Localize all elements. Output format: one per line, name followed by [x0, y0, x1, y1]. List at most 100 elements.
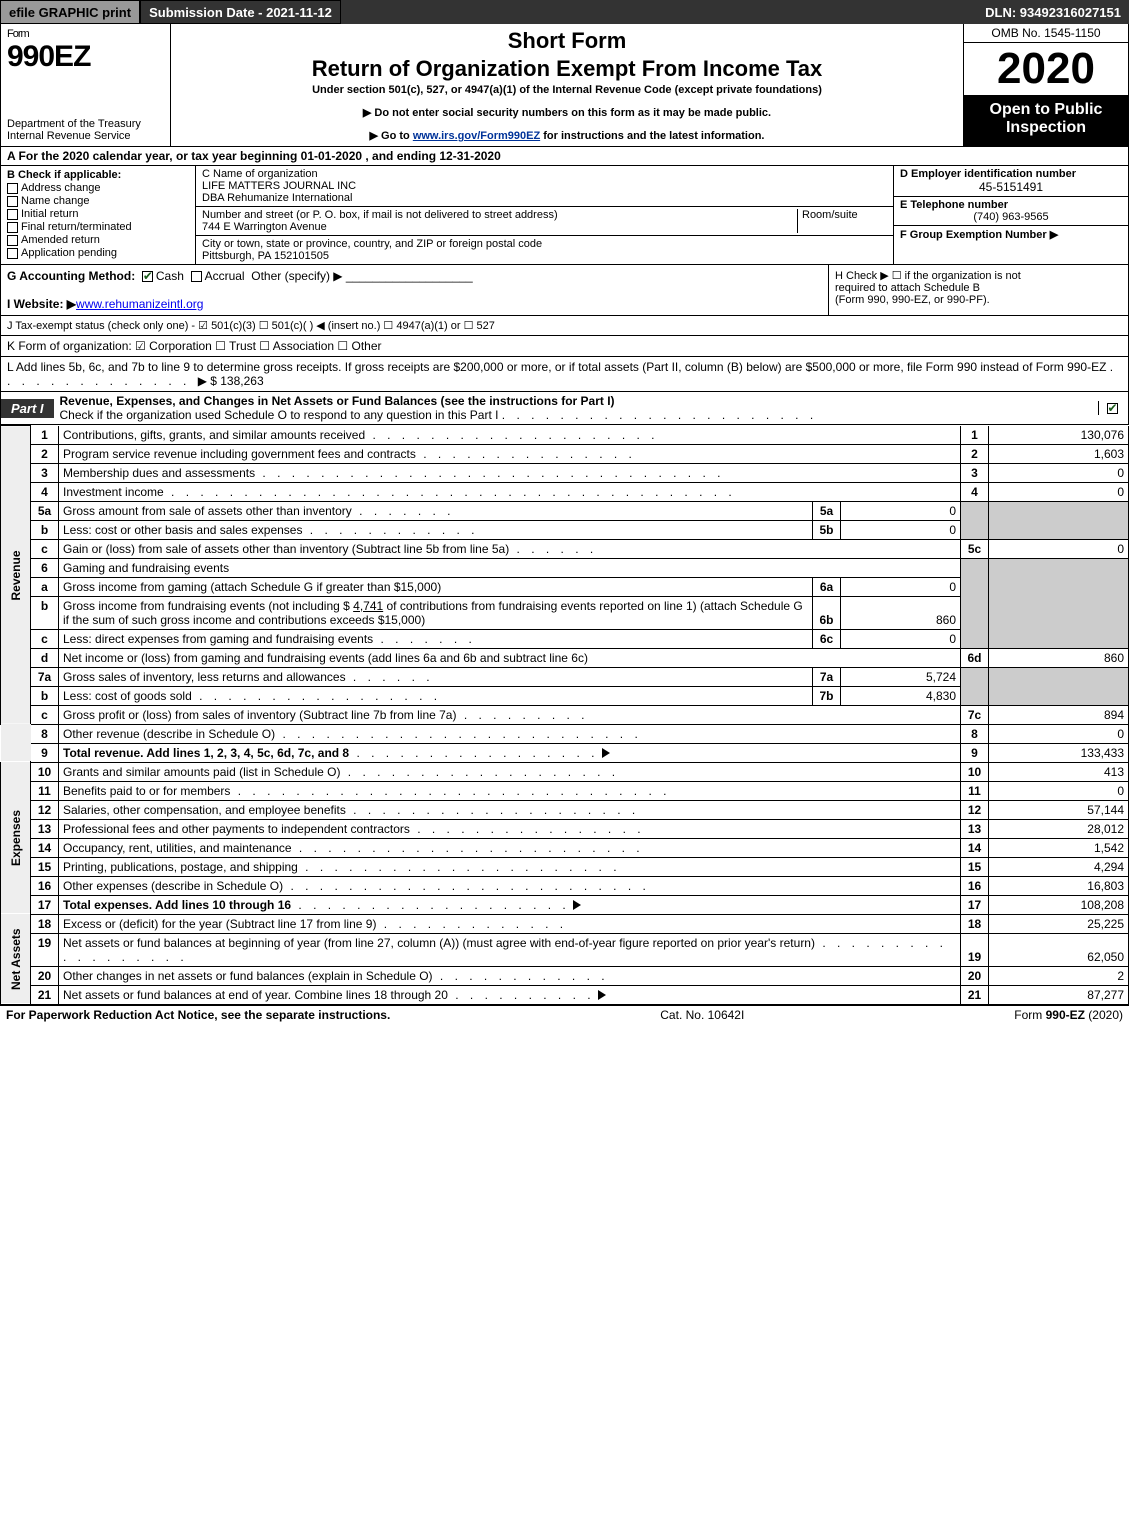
line-21-desc: Net assets or fund balances at end of ye…: [63, 988, 448, 1002]
vlabel-revenue: Revenue: [1, 426, 31, 725]
line-20-desc: Other changes in net assets or fund bala…: [63, 969, 433, 983]
c-city: Pittsburgh, PA 152101505: [202, 250, 329, 262]
line-7c-rnum: 7c: [961, 705, 989, 724]
line-4-desc: Investment income: [63, 485, 164, 499]
dln-label: DLN: 93492316027151: [977, 0, 1129, 24]
chk-name-change[interactable]: Name change: [7, 195, 189, 207]
line-14-rval: 1,542: [989, 838, 1129, 857]
d-label: D Employer identification number: [900, 168, 1076, 180]
efile-print-button[interactable]: efile GRAPHIC print: [0, 0, 140, 24]
c-name-block: C Name of organization LIFE MATTERS JOUR…: [196, 166, 893, 207]
part-i-bar: Part I Revenue, Expenses, and Changes in…: [0, 392, 1129, 425]
line-7a-desc: Gross sales of inventory, less returns a…: [63, 670, 346, 684]
part-i-tab: Part I: [1, 399, 54, 418]
line-18-rval: 25,225: [989, 914, 1129, 933]
line-17-rval: 108,208: [989, 895, 1129, 914]
line-5c-rnum: 5c: [961, 539, 989, 558]
line-5b-subval: 0: [841, 520, 961, 539]
form-number: Form 990EZ: [7, 28, 164, 74]
chk-amended-return-label: Amended return: [21, 234, 100, 246]
c-suite-label: Room/suite: [802, 209, 858, 221]
line-6d-rnum: 6d: [961, 648, 989, 667]
line-15-rnum: 15: [961, 857, 989, 876]
line-8-rnum: 8: [961, 724, 989, 743]
part-i-chk[interactable]: [1098, 401, 1128, 415]
line-1-rnum: 1: [961, 426, 989, 445]
note2-pre: ▶ Go to: [370, 130, 413, 142]
line-6a-subval: 0: [841, 577, 961, 596]
line-11-rval: 0: [989, 781, 1129, 800]
line-4-rval: 0: [989, 482, 1129, 501]
line-1-desc: Contributions, gifts, grants, and simila…: [59, 426, 961, 445]
note2-post: for instructions and the latest informat…: [540, 130, 764, 142]
chk-address-change[interactable]: Address change: [7, 182, 189, 194]
b-heading: B Check if applicable:: [7, 169, 121, 181]
line-10-rnum: 10: [961, 762, 989, 781]
line-18-desc: Excess or (deficit) for the year (Subtra…: [63, 917, 376, 931]
line-6c-subval: 0: [841, 629, 961, 648]
submission-date-button[interactable]: Submission Date - 2021-11-12: [140, 0, 341, 24]
line-10-desc: Grants and similar amounts paid (list in…: [63, 765, 340, 779]
dept-label: Department of the Treasury Internal Reve…: [7, 118, 164, 142]
row-l: L Add lines 5b, 6c, and 7b to line 9 to …: [0, 357, 1129, 392]
line-11-rnum: 11: [961, 781, 989, 800]
c-name-label: C Name of organization: [202, 168, 318, 180]
tax-year: 2020: [964, 43, 1128, 95]
h-block: H Check ▶ ☐ if the organization is not r…: [828, 265, 1128, 315]
header-right: OMB No. 1545-1150 2020 Open to Public In…: [963, 24, 1128, 146]
line-7b-subval: 4,830: [841, 686, 961, 705]
chk-amended-return[interactable]: Amended return: [7, 234, 189, 246]
c-addr-label: Number and street (or P. O. box, if mail…: [202, 209, 558, 221]
line-6d-desc: Net income or (loss) from gaming and fun…: [59, 648, 961, 667]
main-title: Return of Organization Exempt From Incom…: [179, 56, 955, 82]
arrow-icon: [573, 900, 581, 910]
c-name-1: LIFE MATTERS JOURNAL INC: [202, 180, 356, 192]
line-13-desc: Professional fees and other payments to …: [63, 822, 410, 836]
short-form-title: Short Form: [179, 28, 955, 54]
line-11-desc: Benefits paid to or for members: [63, 784, 230, 798]
block-bcdef: B Check if applicable: Address change Na…: [0, 166, 1129, 265]
irs-link[interactable]: www.irs.gov/Form990EZ: [413, 130, 540, 142]
row-a: A For the 2020 calendar year, or tax yea…: [0, 147, 1129, 166]
line-9-desc: Total revenue. Add lines 1, 2, 3, 4, 5c,…: [63, 746, 349, 760]
f-block: F Group Exemption Number ▶: [894, 226, 1128, 264]
line-7c-desc: Gross profit or (loss) from sales of inv…: [63, 708, 456, 722]
website-link[interactable]: www.rehumanizeintl.org: [76, 297, 203, 311]
line-19-rnum: 19: [961, 933, 989, 966]
e-label: E Telephone number: [900, 199, 1008, 211]
line-5a-subval: 0: [841, 501, 961, 520]
arrow-icon: [602, 748, 610, 758]
row-j: J Tax-exempt status (check only one) - ☑…: [0, 316, 1129, 336]
line-7b-desc: Less: cost of goods sold: [63, 689, 192, 703]
line-15-desc: Printing, publications, postage, and shi…: [63, 860, 298, 874]
part-i-table: Revenue 1 Contributions, gifts, grants, …: [0, 425, 1129, 1005]
c-city-label: City or town, state or province, country…: [202, 238, 542, 250]
line-5c-desc: Gain or (loss) from sale of assets other…: [63, 542, 509, 556]
line-6b-subval: 860: [841, 596, 961, 629]
line-13-rval: 28,012: [989, 819, 1129, 838]
line-21-rval: 87,277: [989, 985, 1129, 1004]
line-5b-subnum: 5b: [813, 520, 841, 539]
chk-initial-return[interactable]: Initial return: [7, 208, 189, 220]
c-addr-block: Number and street (or P. O. box, if mail…: [196, 207, 893, 236]
row-gh: G Accounting Method: Cash Accrual Other …: [0, 265, 1129, 316]
f-label: F Group Exemption Number ▶: [900, 229, 1058, 241]
l-val: ▶ $ 138,263: [198, 374, 264, 388]
i-label: I Website: ▶: [7, 297, 76, 311]
chk-application-pending[interactable]: Application pending: [7, 247, 189, 259]
line-3-desc: Membership dues and assessments: [63, 466, 255, 480]
line-21-rnum: 21: [961, 985, 989, 1004]
h-line1: H Check ▶ ☐ if the organization is not: [835, 270, 1021, 282]
part-i-sub: Check if the organization used Schedule …: [60, 408, 499, 422]
line-17-desc: Total expenses. Add lines 10 through 16: [63, 898, 291, 912]
chk-final-return[interactable]: Final return/terminated: [7, 221, 189, 233]
chk-accrual[interactable]: [191, 271, 202, 282]
form-label: Form: [7, 28, 164, 40]
line-6b-desc-pre: Gross income from fundraising events (no…: [63, 599, 353, 613]
g-accrual: Accrual: [205, 269, 245, 283]
line-5a-desc: Gross amount from sale of assets other t…: [63, 504, 352, 518]
line-5b-desc: Less: cost or other basis and sales expe…: [63, 523, 302, 537]
chk-cash[interactable]: [142, 271, 153, 282]
row-k: K Form of organization: ☑ Corporation ☐ …: [0, 336, 1129, 357]
header-middle: Short Form Return of Organization Exempt…: [171, 24, 963, 146]
